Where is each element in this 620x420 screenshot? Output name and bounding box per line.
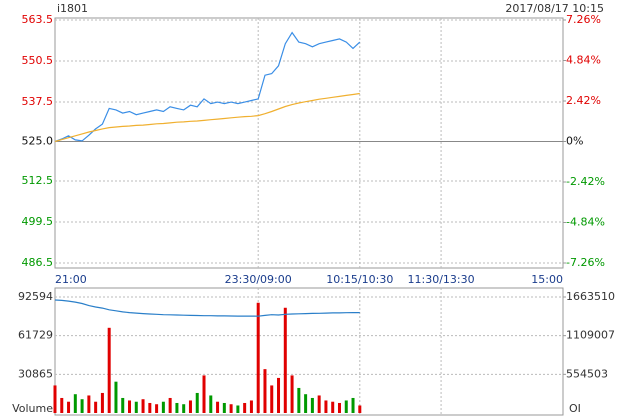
volume-bar	[87, 395, 91, 413]
volume-bar	[100, 392, 104, 413]
legend-label: Volume	[12, 402, 53, 415]
volume-bar	[128, 400, 132, 413]
volume-bar	[80, 399, 84, 413]
volume-bar	[331, 401, 335, 413]
x-tick-label: 21:00	[55, 273, 87, 286]
volume-bar	[209, 395, 213, 413]
price-line	[54, 92, 360, 143]
volume-bar	[141, 399, 145, 413]
x-tick-label: 10:15/10:30	[326, 273, 393, 286]
volume-bar	[243, 402, 247, 413]
y-tick-label: 512.5	[22, 174, 54, 187]
volume-bar	[236, 405, 240, 413]
volume-bar	[317, 395, 321, 413]
y2-tick-label: -7.26%	[566, 256, 605, 269]
volume-bar	[188, 400, 192, 413]
y-tick-label: 499.5	[22, 215, 54, 228]
y-tick-label: 563.5	[22, 13, 54, 26]
volume-bar	[256, 302, 260, 413]
y2-tick-label: -4.84%	[566, 216, 605, 229]
volume-bar	[67, 401, 71, 413]
volume-bar	[344, 400, 348, 413]
volume-bar	[249, 400, 253, 413]
volume-bar	[148, 402, 152, 413]
volume-bar	[161, 401, 165, 413]
y2-tick-label: -2.42%	[566, 175, 605, 188]
y-tick-label: 30865	[18, 367, 53, 380]
y-tick-label: 537.5	[22, 95, 54, 108]
volume-bar	[216, 401, 220, 413]
price-frame	[54, 17, 564, 269]
volume-bar	[358, 405, 362, 413]
chart-title: i1801	[57, 2, 88, 15]
volume-bar	[263, 369, 267, 413]
volume-bar	[222, 402, 226, 413]
volume-bar	[310, 397, 314, 413]
volume-bar	[107, 327, 111, 413]
volume-bar	[351, 397, 355, 413]
volume-bar	[270, 385, 274, 413]
volume-bar	[168, 397, 172, 413]
volume-bar	[73, 394, 77, 413]
y2-tick-label: 4.84%	[566, 54, 601, 67]
volume-bar	[175, 402, 179, 413]
volume-bar	[53, 385, 57, 413]
y-tick-label: 486.5	[22, 256, 54, 269]
volume-bar	[94, 401, 98, 413]
y2-tick-label: 1663510	[566, 290, 615, 303]
y2-tick-label: 1109007	[566, 329, 615, 342]
volume-bar	[229, 404, 233, 413]
volume-bar	[283, 307, 287, 413]
volume-bar	[324, 400, 328, 413]
y2-tick-label: 7.26%	[566, 13, 601, 26]
volume-bar	[337, 402, 341, 413]
legend-label: OI	[569, 402, 581, 415]
volume-bar	[202, 375, 206, 413]
volume-bar	[195, 392, 199, 413]
x-tick-label: 15:00	[531, 273, 563, 286]
chart-subtitle: 2017/08/17 10:15	[505, 2, 604, 15]
volume-bar	[304, 394, 308, 413]
y-tick-label: 525.0	[22, 135, 54, 148]
volume-bar	[114, 381, 118, 413]
volume-bar	[182, 404, 186, 413]
volume-frame	[54, 287, 564, 416]
oi-line	[54, 299, 360, 317]
y2-tick-label: 554503	[566, 367, 608, 380]
y-tick-label: 92594	[18, 290, 53, 303]
volume-bar	[155, 404, 159, 413]
volume-bar	[121, 397, 125, 413]
y-tick-label: 550.5	[22, 54, 54, 67]
x-tick-label: 23:30/09:00	[225, 273, 292, 286]
price-line	[54, 31, 361, 143]
y-tick-label: 61729	[18, 329, 53, 342]
volume-bar	[277, 377, 281, 413]
volume-bar	[134, 401, 138, 413]
y2-tick-label: 0%	[566, 135, 583, 148]
volume-bar	[60, 397, 64, 413]
volume-bar	[297, 387, 301, 413]
volume-bar	[290, 375, 294, 413]
y2-tick-label: 2.42%	[566, 94, 601, 107]
x-tick-label: 11:30/13:30	[408, 273, 475, 286]
